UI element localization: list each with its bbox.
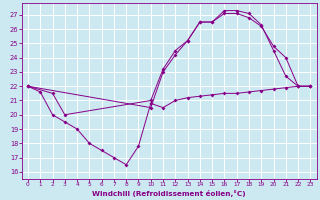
X-axis label: Windchill (Refroidissement éolien,°C): Windchill (Refroidissement éolien,°C)	[92, 190, 246, 197]
